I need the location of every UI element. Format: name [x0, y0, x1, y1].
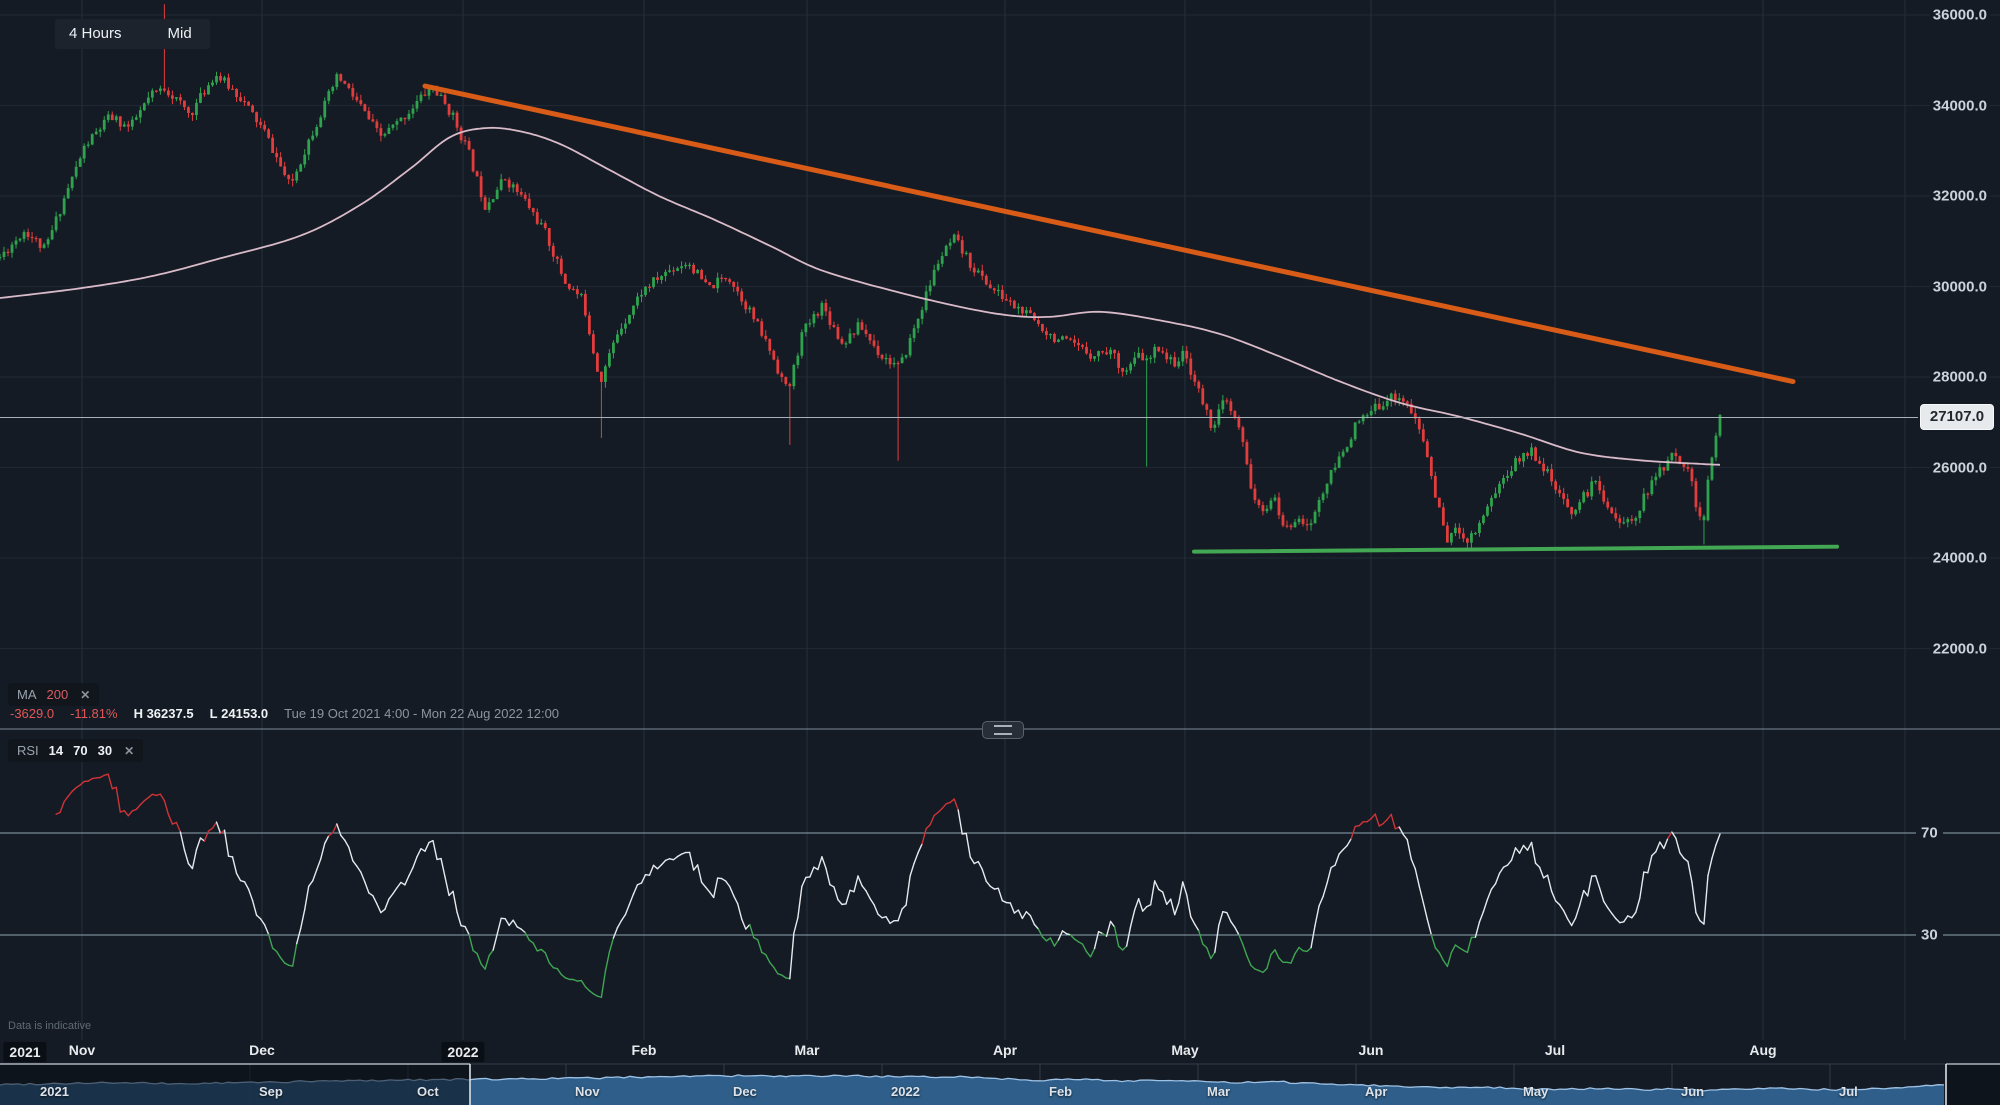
- change-value: -3629.0: [10, 706, 55, 721]
- rsi-plot-area[interactable]: [0, 737, 1905, 1013]
- period-high: H 36237.5: [133, 706, 194, 721]
- price-axis-label: 28000.0: [1929, 368, 1990, 386]
- timeframe-button[interactable]: 4 Hours: [69, 25, 122, 42]
- time-axis-label-feb: Feb: [631, 1042, 657, 1058]
- time-axis-label-may: May: [1171, 1042, 1199, 1058]
- current-price-label: 27107.0: [1920, 404, 1994, 430]
- navigator-label-dec: Dec: [733, 1084, 757, 1099]
- time-axis-label-apr: Apr: [992, 1042, 1018, 1058]
- navigator-area-chart: [0, 1074, 1944, 1105]
- time-axis-label-nov: Nov: [68, 1042, 96, 1058]
- date-range: Tue 19 Oct 2021 4:00 - Mon 22 Aug 2022 1…: [284, 706, 560, 721]
- navigator-label-nov: Nov: [575, 1084, 600, 1099]
- ma-label: MA: [17, 687, 37, 702]
- price-axis[interactable]: [1905, 0, 2000, 1040]
- candlestick-series: [0, 4, 1722, 549]
- time-axis-label-jun: Jun: [1358, 1042, 1384, 1058]
- time-axis-label-dec: Dec: [249, 1042, 275, 1058]
- pane-resize-handle[interactable]: [982, 721, 1024, 739]
- time-axis-label-jul: Jul: [1544, 1042, 1566, 1058]
- instrument-stats-row: -3629.0 -11.81% H 36237.5 L 24153.0 Tue …: [10, 706, 559, 721]
- navigator-label-mar: Mar: [1207, 1084, 1231, 1099]
- navigator-label-feb: Feb: [1049, 1084, 1073, 1099]
- navigator-label-2021: 2021: [40, 1084, 69, 1099]
- rsi-period: 14: [48, 743, 64, 758]
- rsi-indicator-chip[interactable]: RSI 14 70 30 ✕: [8, 739, 144, 762]
- price-axis-label: 22000.0: [1929, 640, 1990, 657]
- ma-indicator-chip[interactable]: MA 200 ✕: [8, 683, 100, 706]
- period-low: L 24153.0: [209, 706, 269, 721]
- ma200-line: [0, 126, 1720, 466]
- navigator-label-sep: Sep: [259, 1084, 283, 1099]
- time-axis[interactable]: [0, 1040, 1905, 1064]
- timeframe-toolbar: 4 Hours Mid: [55, 19, 210, 49]
- navigator-label-apr: Apr: [1365, 1084, 1388, 1099]
- navigator-label-2022: 2022: [891, 1084, 920, 1099]
- change-percent: -11.81%: [70, 706, 118, 721]
- time-axis-label-mar: Mar: [794, 1042, 820, 1058]
- price-type-button[interactable]: Mid: [167, 25, 192, 42]
- time-axis-label-aug: Aug: [1749, 1042, 1777, 1058]
- price-axis-label: 36000.0: [1929, 6, 1990, 24]
- rsi-label: RSI: [17, 743, 39, 758]
- ma-period: 200: [46, 687, 69, 702]
- navigator-label-oct: Oct: [417, 1084, 439, 1099]
- data-indicative-note: Data is indicative: [8, 1020, 92, 1032]
- rsi-lower-param: 30: [97, 743, 113, 758]
- price-axis-label: 24000.0: [1929, 549, 1990, 567]
- time-axis-label-2022: 2022: [441, 1042, 485, 1062]
- descending-resistance-trendline[interactable]: [422, 83, 1796, 385]
- rsi-lower-label: 30: [1916, 926, 1943, 944]
- horizontal-support-trendline[interactable]: [1192, 544, 1839, 554]
- price-axis-label: 32000.0: [1929, 187, 1990, 205]
- rsi-upper-label: 70: [1916, 824, 1943, 842]
- price-axis-label: 34000.0: [1929, 97, 1990, 114]
- chart-plot-area[interactable]: [0, 0, 1905, 729]
- grip-icon: [994, 725, 1012, 735]
- navigator-label-jun: Jun: [1681, 1084, 1705, 1099]
- rsi-upper-param: 70: [73, 743, 88, 758]
- navigator-label-jul: Jul: [1839, 1084, 1858, 1099]
- navigator-label-may: May: [1523, 1084, 1549, 1099]
- ma-remove-icon[interactable]: ✕: [80, 687, 91, 702]
- rsi-remove-icon[interactable]: ✕: [124, 743, 135, 758]
- price-axis-label: 30000.0: [1929, 278, 1990, 295]
- time-axis-label-2021: 2021: [3, 1042, 47, 1062]
- price-axis-label: 26000.0: [1929, 459, 1990, 476]
- rsi-line: [55, 773, 1721, 998]
